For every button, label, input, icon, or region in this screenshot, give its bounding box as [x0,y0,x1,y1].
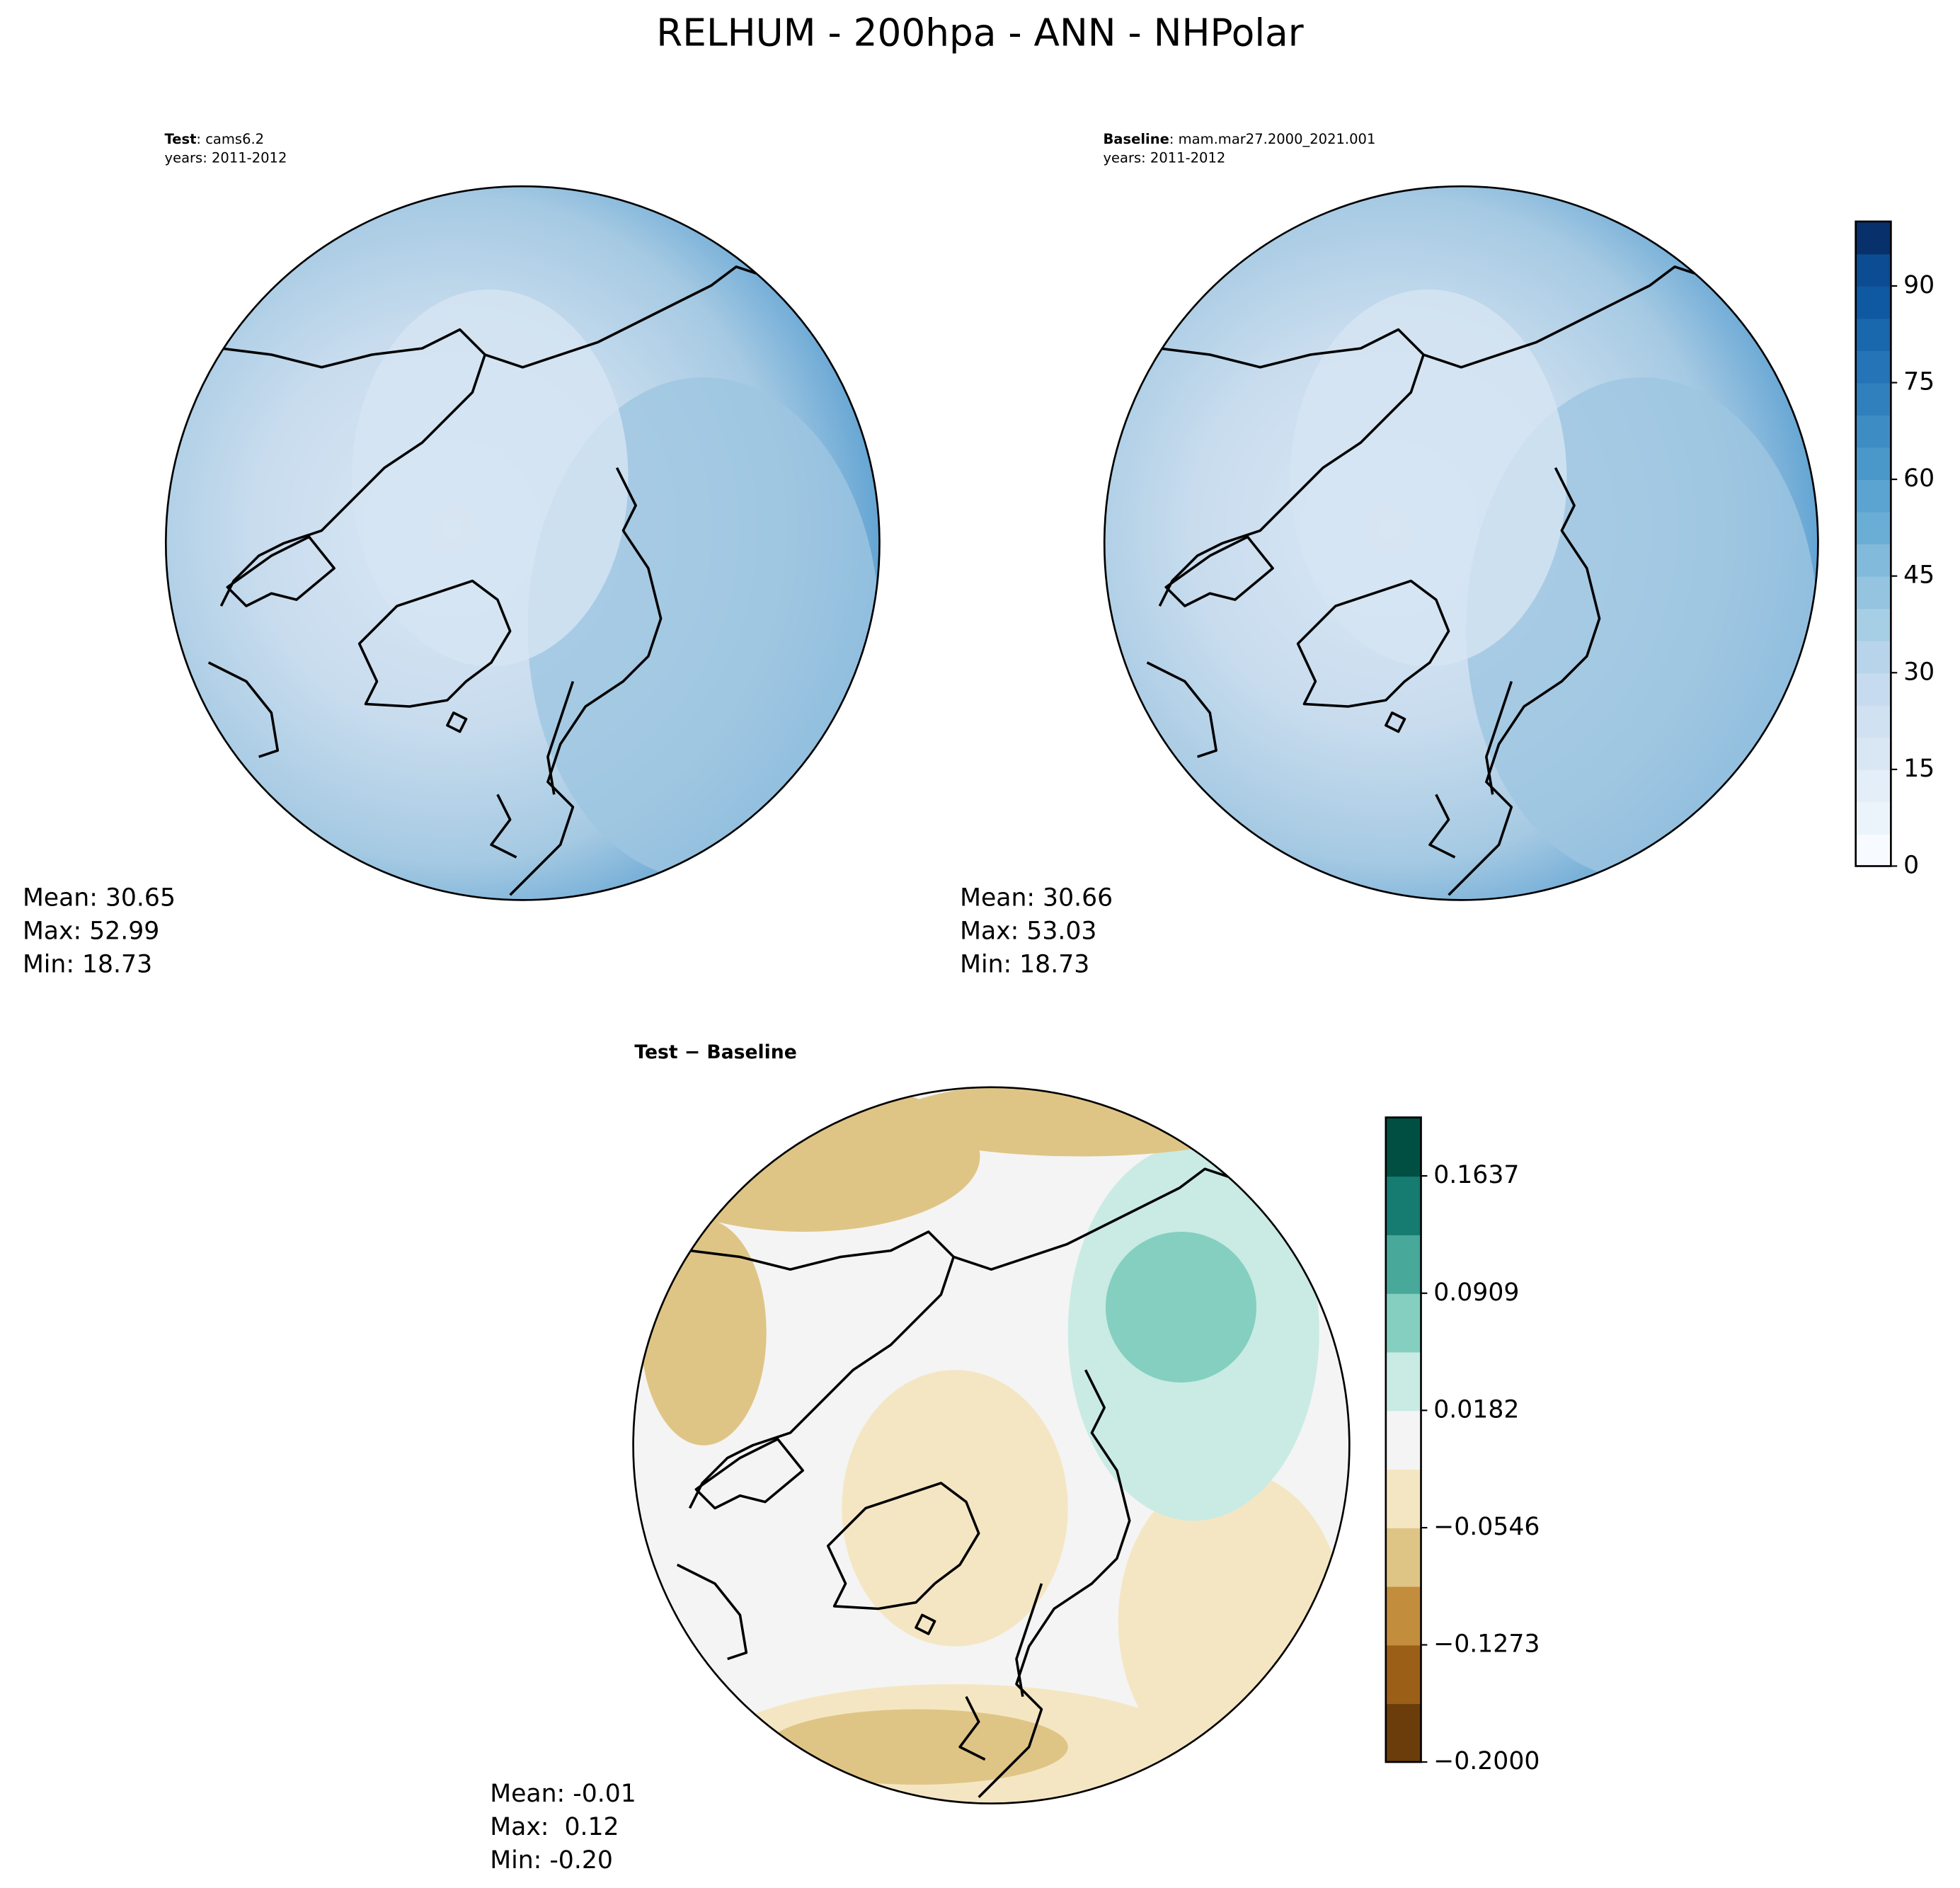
colorbar-tick-label: −0.2000 [1433,1747,1540,1775]
colorbar-band [1855,382,1891,416]
stat-line: Max: 0.12 [490,1813,619,1841]
colorbar-tick-label: 0.0182 [1433,1395,1519,1424]
panel-label-bold: Test [165,131,197,147]
colorbar-band [1855,769,1891,803]
colorbar-tick-label: −0.1273 [1433,1630,1540,1659]
colorbar-band [1855,447,1891,480]
panel-label: Baseline: mam.mar27.2000_2021.001 [1103,131,1375,147]
colorbar-frame [1385,1116,1422,1763]
colorbar-band [1855,673,1891,706]
colorbar-band [1385,1703,1421,1763]
map [1104,186,1818,900]
colorbar-band [1855,801,1891,835]
colorbar-band [1855,833,1891,867]
panel-label: Test − Baseline [634,1041,796,1063]
map-frame [1103,185,1819,901]
colorbar-band [1385,1235,1421,1294]
colorbar-band [1855,415,1891,448]
colorbar-band [1855,285,1891,319]
map [166,186,880,900]
colorbar-band [1385,1527,1421,1587]
panel-years: years: 2011-2012 [1103,149,1225,166]
colorbar-band [1855,318,1891,351]
colorbar-tick-label: 30 [1903,658,1935,686]
colorbar-band [1855,608,1891,641]
colorbar-tick-label: −0.0546 [1433,1513,1540,1541]
colorbar-band [1385,1176,1421,1235]
stat-line: Mean: -0.01 [490,1780,636,1808]
panel-years: years: 2011-2012 [165,149,287,166]
colorbar-tick-label: 0.0909 [1433,1278,1519,1307]
figure-title: RELHUM - 200hpa - ANN - NHPolar [656,11,1303,55]
colorbar-frame [1855,220,1892,867]
map-frame [632,1086,1351,1804]
colorbar-band [1855,640,1891,674]
panel-label-bold: Test − Baseline [634,1041,796,1063]
colorbar-tick-label: 0.1637 [1433,1161,1519,1189]
colorbar-band [1855,544,1891,577]
colorbar-band [1385,1469,1421,1528]
colorbar-band [1385,1117,1421,1177]
map-frame [164,185,881,901]
panel-case: : mam.mar27.2000_2021.001 [1169,131,1376,147]
colorbar-band [1855,737,1891,770]
stat-line: Max: 52.99 [23,917,159,946]
colorbar-band [1855,350,1891,384]
colorbar-tick-label: 15 [1903,755,1935,783]
colorbar-band [1385,1351,1421,1412]
colorbar-band [1855,704,1891,738]
panel-label: Test: cams6.2 [165,131,265,147]
stat-line: Max: 53.03 [960,917,1096,946]
colorbar-tick-label: 0 [1903,851,1919,879]
colorbar-band [1855,511,1891,545]
colorbar-band [1385,1410,1421,1470]
stat-line: Min: 18.73 [23,951,152,979]
stat-line: Mean: 30.66 [960,884,1113,912]
stat-line: Min: -0.20 [490,1846,613,1875]
panel-case: : cams6.2 [196,131,264,147]
colorbar-band [1855,576,1891,610]
stat-line: Min: 18.73 [960,951,1089,979]
stat-line: Mean: 30.65 [23,884,176,912]
panel-label-bold: Baseline [1103,131,1169,147]
colorbar-band [1385,1293,1421,1353]
colorbar-band [1855,479,1891,513]
colorbar-tick-label: 75 [1903,368,1935,396]
colorbar-band [1855,253,1891,287]
colorbar-band [1385,1586,1421,1646]
colorbar-tick-label: 45 [1903,561,1935,590]
colorbar-band [1855,221,1891,255]
colorbar-band [1385,1644,1421,1705]
colorbar-tick-label: 60 [1903,464,1935,493]
colorbar-tick-label: 90 [1903,271,1935,299]
